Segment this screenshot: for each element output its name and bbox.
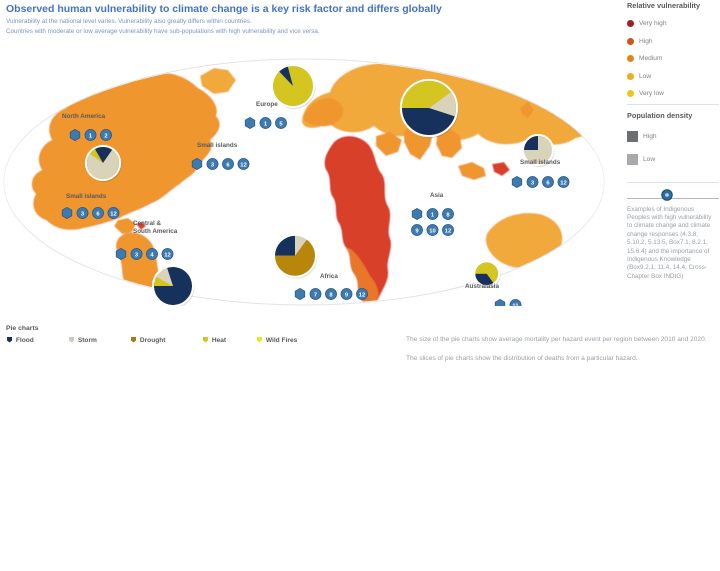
svg-text:11: 11 bbox=[512, 303, 519, 306]
svg-text:12: 12 bbox=[359, 292, 365, 298]
svg-text:7: 7 bbox=[314, 292, 317, 298]
svg-text:Small islands: Small islands bbox=[66, 193, 107, 200]
svg-text:10: 10 bbox=[429, 228, 435, 234]
svg-text:Asia: Asia bbox=[430, 192, 444, 199]
svg-text:Europe: Europe bbox=[256, 101, 278, 108]
svg-text:12: 12 bbox=[445, 228, 451, 234]
svg-text:12: 12 bbox=[240, 162, 246, 168]
svg-text:North America: North America bbox=[62, 113, 106, 120]
svg-text:2: 2 bbox=[104, 133, 107, 139]
svg-text:Small islands: Small islands bbox=[520, 159, 561, 166]
svg-text:12: 12 bbox=[560, 180, 566, 186]
svg-text:South America: South America bbox=[133, 228, 178, 235]
svg-text:Central &: Central & bbox=[133, 220, 161, 227]
svg-text:12: 12 bbox=[110, 211, 116, 217]
svg-text:12: 12 bbox=[164, 252, 170, 258]
svg-text:Africa: Africa bbox=[320, 273, 338, 280]
svg-text:Small islands: Small islands bbox=[197, 142, 238, 149]
svg-text:Australasia: Australasia bbox=[465, 283, 499, 290]
